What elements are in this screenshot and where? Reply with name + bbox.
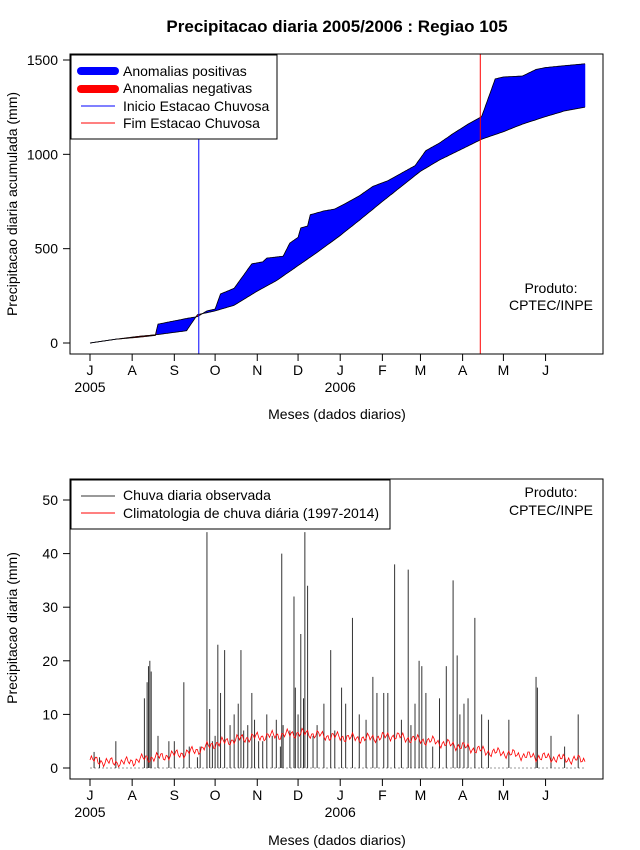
daily-plot-area [89, 532, 586, 769]
accumulated-x-tick-label: M [415, 362, 427, 378]
accumulated-legend: Anomalias positivas Anomalias negativas … [70, 54, 278, 140]
accumulated-x-tick-label: D [293, 362, 303, 378]
daily-x-tick-label: D [293, 787, 303, 803]
accumulated-y-tick-label: 0 [50, 335, 58, 351]
daily-year-label: 2006 [325, 804, 356, 820]
legend-label-end: Fim Estacao Chuvosa [123, 115, 260, 131]
daily-y-axis: 0 10 20 30 40 50 [42, 492, 71, 776]
legend-label-positive: Anomalias positivas [123, 63, 247, 79]
accumulated-x-tick-label: N [252, 362, 262, 378]
daily-x-label: Meses (dados diarios) [268, 832, 406, 848]
daily-x-tick-label: J [542, 787, 549, 803]
daily-x-tick-label: A [458, 787, 468, 803]
accumulated-year-label: 2006 [325, 379, 356, 395]
legend-label-climatology: Climatologia de chuva diária (1997-2014) [123, 505, 379, 521]
daily-year-label: 2005 [74, 804, 105, 820]
accumulated-x-tick-label: O [210, 362, 221, 378]
chart-title: Precipitacao diaria 2005/2006 : Regiao 1… [166, 17, 507, 36]
daily-product-label-line1: Produto: [525, 484, 578, 500]
daily-y-tick-label: 10 [42, 706, 58, 722]
daily-y-tick-label: 20 [42, 653, 58, 669]
daily-legend: Chuva diaria observada Climatologia de c… [70, 479, 391, 530]
legend-label-observed: Chuva diaria observada [123, 487, 271, 503]
accumulated-year-label: 2005 [74, 379, 105, 395]
accumulated-y-tick-label: 500 [35, 241, 59, 257]
accumulated-y-label: Precipitacao diaria acumulada (mm) [4, 92, 20, 316]
daily-legend-box [70, 479, 391, 530]
daily-x-tick-label: A [127, 787, 137, 803]
accumulated-x-tick-label: J [337, 362, 344, 378]
accumulated-x-tick-label: S [170, 362, 179, 378]
accumulated-y-tick-label: 1000 [27, 146, 58, 162]
chart-accumulated: Precipitacao diaria 2005/2006 : Regiao 1… [4, 17, 604, 422]
daily-y-label: Precipitacao diaria (mm) [4, 552, 20, 704]
accumulated-x-tick-label: M [498, 362, 510, 378]
daily-x-tick-label: M [415, 787, 427, 803]
product-label-line1: Produto: [525, 280, 578, 296]
daily-x-tick-label: O [210, 787, 221, 803]
daily-x-tick-label: N [252, 787, 262, 803]
accumulated-x-tick-label: A [458, 362, 468, 378]
daily-y-tick-label: 40 [42, 546, 58, 562]
accumulated-y-axis: 0 500 1000 1500 [27, 52, 71, 351]
daily-y-tick-label: 50 [42, 492, 58, 508]
climatology-accumulated-line [89, 106, 586, 344]
daily-x-tick-label: S [170, 787, 179, 803]
daily-product-label-line2: CPTEC/INPE [509, 502, 593, 518]
accumulated-x-tick-label: A [127, 362, 137, 378]
legend-label-start: Inicio Estacao Chuvosa [123, 98, 270, 114]
accumulated-x-label: Meses (dados diarios) [268, 406, 406, 422]
climatology-daily-line [89, 727, 586, 768]
daily-y-tick-label: 0 [50, 760, 58, 776]
daily-y-tick-label: 30 [42, 599, 58, 615]
accumulated-plot-area [89, 54, 586, 354]
daily-x-tick-label: J [87, 787, 94, 803]
product-label-line2: CPTEC/INPE [509, 297, 593, 313]
accumulated-x-tick-label: J [542, 362, 549, 378]
daily-x-tick-label: M [498, 787, 510, 803]
accumulated-x-tick-label: J [87, 362, 94, 378]
accumulated-x-tick-label: F [378, 362, 387, 378]
observed-accumulated-line [89, 63, 586, 344]
accumulated-y-tick-label: 1500 [27, 52, 58, 68]
daily-x-tick-label: F [378, 787, 387, 803]
daily-x-tick-label: J [337, 787, 344, 803]
legend-label-negative: Anomalias negativas [123, 80, 252, 96]
